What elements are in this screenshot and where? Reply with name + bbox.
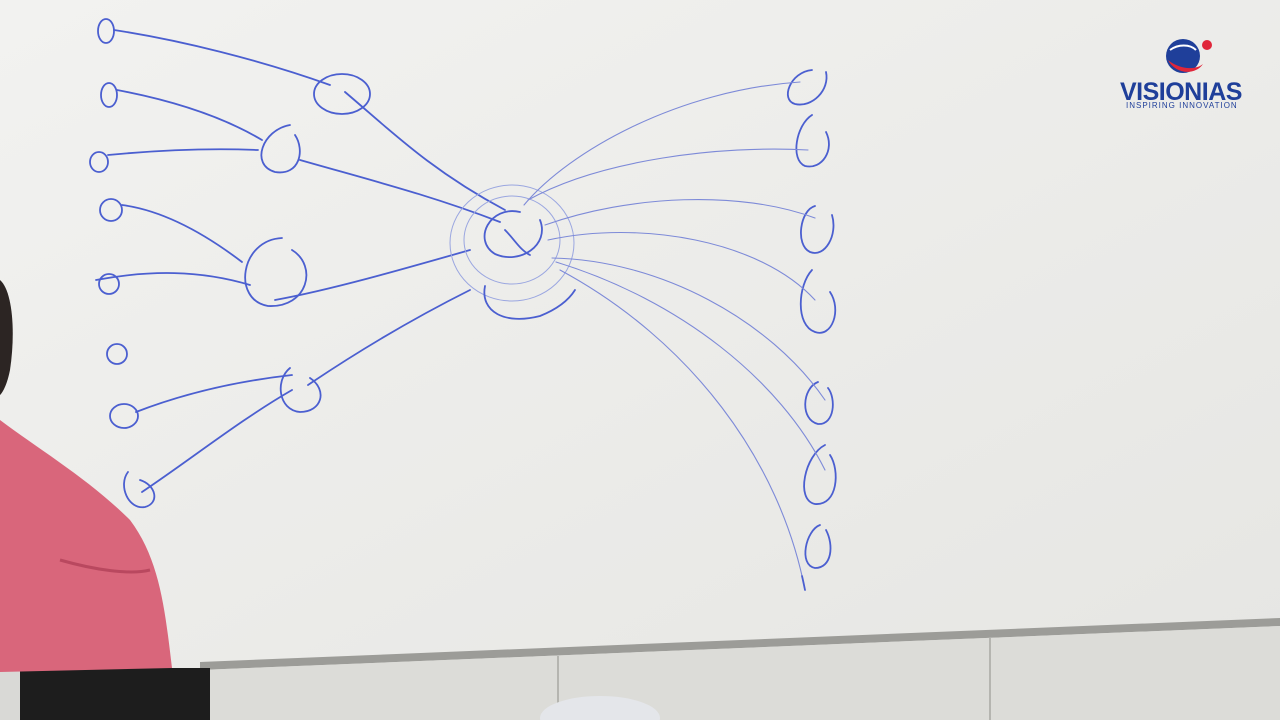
node-right-2 <box>795 114 830 168</box>
student-head <box>540 696 660 720</box>
node-right-7 <box>804 524 832 569</box>
node-left-6 <box>106 343 128 365</box>
node-right-4 <box>799 269 837 334</box>
vision-ias-logo-wordmark: VISIONIAS <box>1120 78 1242 106</box>
node-mid-2 <box>260 124 301 174</box>
hub-outer <box>449 184 575 302</box>
node-mid-4 <box>279 367 322 413</box>
vision-ias-tagline: INSPIRING INNOVATION <box>1126 101 1238 110</box>
node-left-4 <box>99 198 123 222</box>
marker-drawing <box>89 18 837 591</box>
node-right-5 <box>804 381 834 425</box>
node-left-3 <box>89 151 109 173</box>
node-left-2 <box>100 82 118 108</box>
wall-panels <box>200 626 1280 720</box>
node-right-3 <box>800 205 835 254</box>
person-arm-fold <box>59 558 151 574</box>
node-right-6 <box>803 444 837 505</box>
node-left-5 <box>98 273 120 295</box>
hub-core <box>483 210 543 258</box>
person-shirt <box>0 420 172 672</box>
node-mid-3 <box>244 237 308 307</box>
node-mid-1 <box>313 73 371 115</box>
hub-loop <box>483 285 576 320</box>
whiteboard <box>0 0 1280 668</box>
board-tray <box>200 618 1280 670</box>
node-left-7 <box>109 403 139 429</box>
hub-mid <box>463 195 561 285</box>
vision-ias-logo-icon <box>1166 39 1212 73</box>
node-left-1 <box>97 18 115 44</box>
person-head <box>0 280 13 395</box>
node-right-1 <box>786 69 828 106</box>
desk-monitor <box>20 668 210 720</box>
